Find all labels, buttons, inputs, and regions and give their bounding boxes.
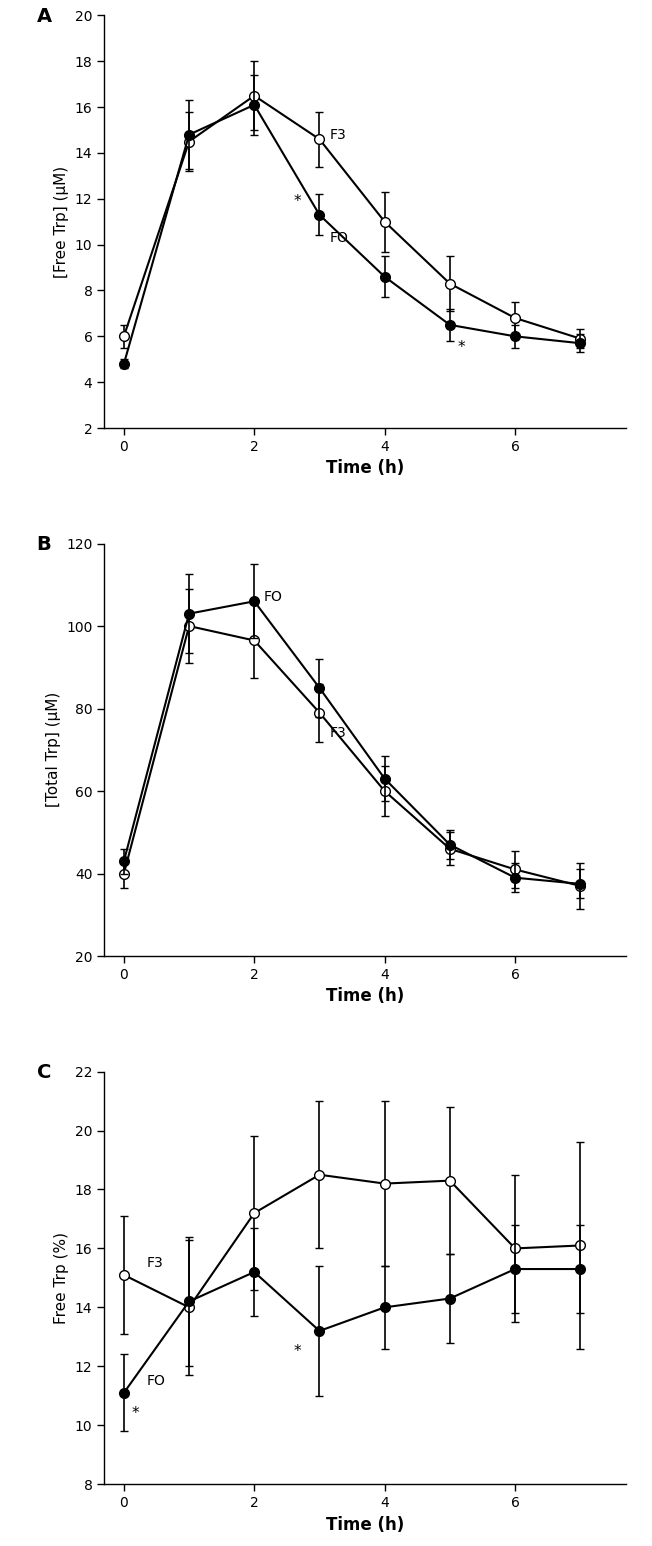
Text: *: * (293, 193, 301, 209)
Text: FO: FO (147, 1374, 166, 1388)
Text: F3: F3 (329, 727, 346, 741)
X-axis label: Time (h): Time (h) (326, 459, 404, 478)
Y-axis label: Free Trp (%): Free Trp (%) (54, 1232, 69, 1323)
X-axis label: Time (h): Time (h) (326, 1515, 404, 1534)
Text: FO: FO (264, 591, 283, 604)
Y-axis label: [Free Trp] (μM): [Free Trp] (μM) (54, 165, 69, 278)
Text: F3: F3 (147, 1257, 164, 1271)
Text: A: A (37, 8, 52, 26)
X-axis label: Time (h): Time (h) (326, 988, 404, 1005)
Text: F3: F3 (329, 128, 346, 142)
Y-axis label: [Total Trp] (μM): [Total Trp] (μM) (46, 693, 61, 807)
Text: *: * (458, 340, 466, 356)
Text: *: * (293, 1343, 301, 1359)
Text: B: B (37, 535, 52, 555)
Text: C: C (37, 1064, 51, 1082)
Text: *: * (132, 1405, 140, 1421)
Text: FO: FO (329, 230, 348, 244)
